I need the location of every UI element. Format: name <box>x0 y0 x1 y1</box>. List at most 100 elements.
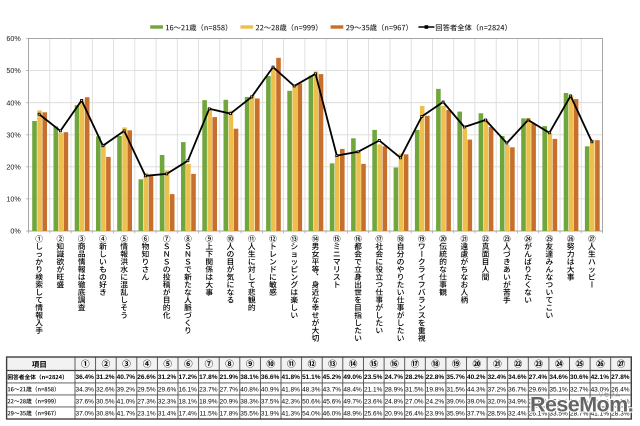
svg-text:54.0%: 54.0% <box>302 410 321 417</box>
svg-text:34.9%: 34.9% <box>508 398 527 405</box>
svg-text:26.4%: 26.4% <box>405 410 424 417</box>
svg-text:27.4%: 27.4% <box>529 374 548 381</box>
svg-text:17.2%: 17.2% <box>178 374 197 381</box>
svg-text:23.1%: 23.1% <box>137 410 156 417</box>
svg-text:42.3%: 42.3% <box>281 398 300 405</box>
svg-text:41.8%: 41.8% <box>281 386 300 393</box>
svg-text:36.6%: 36.6% <box>261 374 280 381</box>
svg-text:40.9%: 40.9% <box>261 386 280 393</box>
svg-text:24.8%: 24.8% <box>385 398 404 405</box>
svg-text:23.7%: 23.7% <box>199 386 218 393</box>
svg-text:40.8%: 40.8% <box>240 386 259 393</box>
svg-text:41.0%: 41.0% <box>117 398 136 405</box>
svg-text:48.4%: 48.4% <box>343 386 362 393</box>
svg-text:0%: 0% <box>10 227 21 236</box>
svg-text:49.0%: 49.0% <box>343 374 362 381</box>
svg-text:23.9%: 23.9% <box>426 410 445 417</box>
svg-text:41.8%: 41.8% <box>281 374 300 381</box>
svg-text:37.5%: 37.5% <box>261 398 280 405</box>
svg-text:36.4%: 36.4% <box>75 374 94 381</box>
svg-text:34.6%: 34.6% <box>549 374 568 381</box>
svg-text:31.4%: 31.4% <box>158 410 177 417</box>
svg-text:28.9%: 28.9% <box>385 386 404 393</box>
svg-text:43.0%: 43.0% <box>591 386 610 393</box>
svg-text:32.7%: 32.7% <box>570 386 589 393</box>
svg-text:30%: 30% <box>6 130 21 139</box>
svg-text:24.7%: 24.7% <box>385 374 404 381</box>
svg-text:ReseMom.: ReseMom. <box>530 393 633 417</box>
svg-text:49.7%: 49.7% <box>343 398 362 405</box>
svg-text:42.1%: 42.1% <box>591 374 610 381</box>
svg-text:38.1%: 38.1% <box>240 374 259 381</box>
svg-text:23.6%: 23.6% <box>364 398 383 405</box>
svg-text:32.6%: 32.6% <box>96 386 115 393</box>
svg-text:40.2%: 40.2% <box>467 374 486 381</box>
svg-text:31.2%: 31.2% <box>158 374 177 381</box>
svg-text:21.9%: 21.9% <box>220 374 239 381</box>
svg-text:21.1%: 21.1% <box>364 386 383 393</box>
svg-text:17.8%: 17.8% <box>220 410 239 417</box>
svg-text:28.2%: 28.2% <box>405 374 424 381</box>
svg-text:35.7%: 35.7% <box>446 374 465 381</box>
svg-text:30.8%: 30.8% <box>96 410 115 417</box>
svg-text:31.2%: 31.2% <box>96 374 115 381</box>
svg-text:22.8%: 22.8% <box>426 374 445 381</box>
svg-text:31.5%: 31.5% <box>446 386 465 393</box>
svg-text:40%: 40% <box>6 98 21 107</box>
svg-text:32.4%: 32.4% <box>508 410 527 417</box>
svg-text:32.4%: 32.4% <box>488 374 507 381</box>
svg-text:41.3%: 41.3% <box>281 410 300 417</box>
svg-text:29.6%: 29.6% <box>158 386 177 393</box>
svg-text:32.0%: 32.0% <box>488 398 507 405</box>
svg-text:35.1%: 35.1% <box>549 386 568 393</box>
svg-text:37.0%: 37.0% <box>75 410 94 417</box>
svg-text:19.8%: 19.8% <box>426 386 445 393</box>
svg-text:27.7%: 27.7% <box>220 386 239 393</box>
svg-text:30.6%: 30.6% <box>570 398 589 405</box>
svg-text:44.3%: 44.3% <box>467 386 486 393</box>
svg-text:27.0%: 27.0% <box>405 398 424 405</box>
svg-text:23.5%: 23.5% <box>364 374 383 381</box>
svg-text:31.9%: 31.9% <box>261 410 280 417</box>
svg-text:26.6%: 26.6% <box>137 374 156 381</box>
svg-text:28.5%: 28.5% <box>611 398 630 405</box>
svg-text:28.7%: 28.7% <box>570 410 589 417</box>
svg-text:28.5%: 28.5% <box>488 410 507 417</box>
svg-text:20.9%: 20.9% <box>220 398 239 405</box>
svg-text:11.5%: 11.5% <box>200 410 218 417</box>
svg-text:20.9%: 20.9% <box>385 410 404 417</box>
svg-text:26.4%: 26.4% <box>611 386 630 393</box>
svg-text:35.5%: 35.5% <box>240 410 259 417</box>
svg-text:38.3%: 38.3% <box>240 398 259 405</box>
svg-text:29.5%: 29.5% <box>137 386 156 393</box>
svg-text:10%: 10% <box>6 195 21 204</box>
svg-text:50.6%: 50.6% <box>302 398 321 405</box>
svg-text:39.0%: 39.0% <box>467 398 486 405</box>
svg-text:36.7%: 36.7% <box>508 386 527 393</box>
svg-text:48.9%: 48.9% <box>343 410 362 417</box>
svg-text:45.2%: 45.2% <box>323 374 342 381</box>
svg-text:60%: 60% <box>6 34 21 43</box>
svg-text:43.7%: 43.7% <box>323 386 342 393</box>
svg-text:40.7%: 40.7% <box>117 374 136 381</box>
svg-text:48.3%: 48.3% <box>302 386 321 393</box>
svg-text:28.3%: 28.3% <box>611 410 630 417</box>
svg-text:20%: 20% <box>6 162 21 171</box>
svg-text:26.8%: 26.8% <box>529 398 548 405</box>
svg-text:29.6%: 29.6% <box>529 386 548 393</box>
svg-text:41.1%: 41.1% <box>591 410 610 417</box>
svg-text:37.7%: 37.7% <box>467 410 486 417</box>
svg-text:35.2%: 35.2% <box>549 398 568 405</box>
svg-text:37.2%: 37.2% <box>488 386 507 393</box>
svg-text:17.4%: 17.4% <box>178 410 197 417</box>
svg-text:16.1%: 16.1% <box>178 386 197 393</box>
svg-text:33.5%: 33.5% <box>549 410 568 417</box>
svg-text:35.9%: 35.9% <box>446 410 465 417</box>
svg-text:51.1%: 51.1% <box>302 374 321 381</box>
svg-text:27.8%: 27.8% <box>611 374 630 381</box>
svg-text:31.5%: 31.5% <box>405 386 424 393</box>
svg-text:46.0%: 46.0% <box>323 410 342 417</box>
svg-text:17.8%: 17.8% <box>199 374 218 381</box>
svg-text:34.6%: 34.6% <box>508 374 527 381</box>
svg-text:34.3%: 34.3% <box>75 386 94 393</box>
